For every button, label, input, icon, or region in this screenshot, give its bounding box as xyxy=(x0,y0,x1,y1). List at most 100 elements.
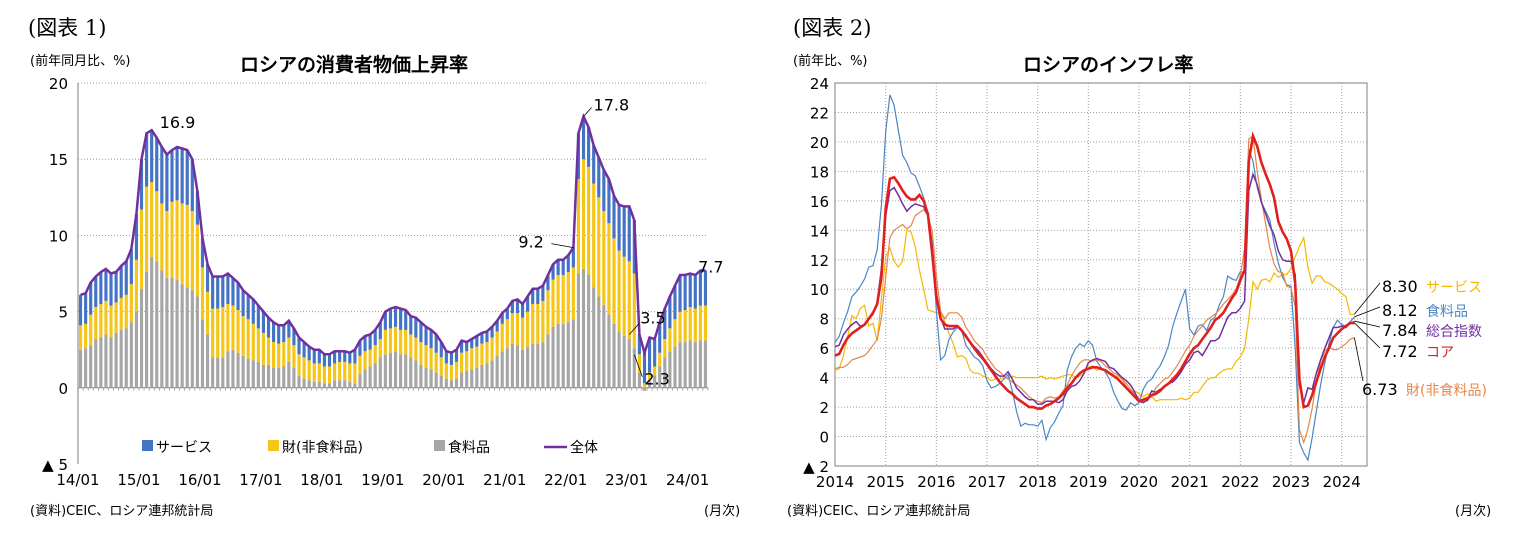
total-line xyxy=(80,113,706,357)
bar-goods xyxy=(236,310,240,353)
data-label: 7.7 xyxy=(698,257,723,276)
bar-services xyxy=(393,307,398,327)
y-tick-label: 16 xyxy=(810,193,829,211)
bar-goods xyxy=(703,305,708,341)
bar-services xyxy=(327,354,332,367)
bar-services xyxy=(480,332,484,344)
end-label-value: 7.72 xyxy=(1382,342,1418,361)
bar-food xyxy=(287,361,291,388)
bar-services xyxy=(343,351,347,362)
bar-goods xyxy=(678,311,682,343)
bar-food xyxy=(653,375,657,388)
figure-label: (図表 2) xyxy=(793,16,872,40)
bar-goods xyxy=(317,363,321,382)
bar-goods xyxy=(480,343,484,365)
bar-services xyxy=(617,204,621,251)
bar-food xyxy=(500,351,504,388)
x-tick-label: 2017 xyxy=(968,473,1006,491)
x-tick-label: 14/01 xyxy=(56,471,99,489)
bar-food xyxy=(180,284,184,388)
leader-line xyxy=(551,243,574,248)
bar-food xyxy=(388,352,393,388)
legend-swatch xyxy=(434,440,445,451)
bar-goods xyxy=(134,259,139,312)
x-tick-label: 2015 xyxy=(867,473,905,491)
bar-goods xyxy=(150,182,154,257)
bar-food xyxy=(658,366,662,388)
bar-food xyxy=(419,364,423,388)
bar-services xyxy=(231,278,235,306)
y-tick-label: 18 xyxy=(810,163,829,181)
bar-food xyxy=(541,342,545,388)
bar-goods xyxy=(414,337,418,361)
bar-goods xyxy=(287,337,291,362)
bar-services xyxy=(449,352,454,365)
bar-goods xyxy=(470,348,474,370)
bar-services xyxy=(673,285,677,320)
bar-goods xyxy=(261,332,266,365)
bar-food xyxy=(216,357,220,388)
bar-goods xyxy=(114,302,118,333)
bar-services xyxy=(693,275,697,309)
bar-food xyxy=(363,369,367,388)
bar-goods xyxy=(597,197,601,297)
bar-services xyxy=(109,273,113,306)
bar-food xyxy=(272,367,276,388)
bar-food xyxy=(104,334,108,388)
bar-goods xyxy=(658,352,662,367)
bar-food xyxy=(668,351,672,388)
bar-goods xyxy=(434,352,438,373)
x-tick-label: 24/01 xyxy=(666,471,709,489)
legend-swatch xyxy=(268,440,279,451)
bar-services xyxy=(89,282,93,315)
cpi-chart-svg: 20 15 10 5 0 ▲ 514/01 15/01 16/01 17/01 18/01 19/0… xyxy=(42,75,723,489)
bar-food xyxy=(515,345,520,388)
bar-goods xyxy=(515,313,520,346)
bar-services xyxy=(536,288,540,304)
bar-food xyxy=(307,380,311,388)
bar-food xyxy=(505,348,509,388)
bar-services xyxy=(520,303,525,318)
end-label-value: 8.12 xyxy=(1382,301,1418,320)
bar-goods xyxy=(688,307,692,341)
bar-food xyxy=(607,314,611,388)
bar-goods xyxy=(399,329,403,355)
leader-line xyxy=(633,354,643,377)
bar-food xyxy=(429,369,433,388)
bar-food xyxy=(261,364,266,388)
bar-services xyxy=(424,326,428,346)
bar-goods xyxy=(531,303,535,344)
bar-food xyxy=(297,375,301,388)
end-label-value: 7.84 xyxy=(1382,321,1418,340)
bar-services xyxy=(607,179,611,224)
bar-food xyxy=(94,339,98,388)
bar-services xyxy=(399,308,403,330)
y-tick-label: 0 xyxy=(819,429,829,447)
end-label-name: サービス xyxy=(1426,280,1482,296)
bar-food xyxy=(155,261,159,388)
bar-services xyxy=(637,334,641,355)
bar-services xyxy=(287,320,291,338)
bar-services xyxy=(622,206,626,257)
bar-services xyxy=(414,317,418,338)
bar-services xyxy=(571,247,575,268)
bar-goods xyxy=(683,310,687,343)
bar-food xyxy=(205,334,210,388)
bar-food xyxy=(139,288,144,388)
bar-goods xyxy=(312,363,316,382)
bar-food xyxy=(327,383,332,388)
bar-food xyxy=(348,381,352,388)
bar-goods xyxy=(500,323,504,352)
end-label-name: 総合指数 xyxy=(1426,324,1482,340)
bar-goods xyxy=(627,261,631,340)
bar-food xyxy=(129,322,133,388)
bar-services xyxy=(597,157,601,198)
bar-services xyxy=(261,311,266,333)
figure-label: (図表 1) xyxy=(28,16,107,40)
bar-services xyxy=(444,351,448,364)
bar-goods xyxy=(358,355,362,375)
bar-goods xyxy=(155,191,159,262)
bar-goods xyxy=(576,179,581,274)
source-note: (資料)CEIC、ロシア連邦統計局 xyxy=(787,504,971,519)
bar-goods xyxy=(180,203,184,285)
